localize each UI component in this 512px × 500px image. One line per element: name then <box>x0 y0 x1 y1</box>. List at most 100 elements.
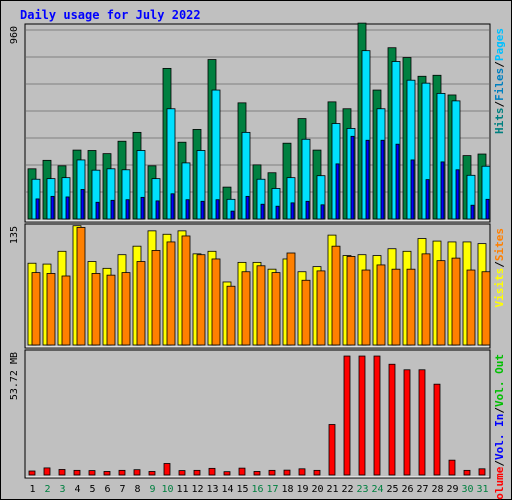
bar-pages-27 <box>425 179 430 220</box>
panel-frame-volume <box>24 349 491 479</box>
bar-pages-11 <box>185 199 190 220</box>
bar-sites-25 <box>391 268 401 346</box>
bar-pages-1 <box>35 198 40 220</box>
bar-pages-29 <box>455 169 460 220</box>
bar-sites-15 <box>241 271 251 346</box>
x-tick-label: 9 <box>149 484 155 495</box>
x-tick-label: 17 <box>266 484 278 495</box>
bar-sites-22 <box>346 256 356 346</box>
bar-volume-31 <box>478 468 486 476</box>
bar-volume-18 <box>283 469 291 476</box>
legend-entry: / <box>493 407 506 414</box>
bar-sites-17 <box>271 272 281 346</box>
bar-pages-31 <box>485 198 490 220</box>
x-tick-label: 1 <box>29 484 35 495</box>
bar-volume-15 <box>238 467 246 476</box>
bar-sites-20 <box>316 270 326 346</box>
x-tick-label: 3 <box>59 484 65 495</box>
x-tick-label: 20 <box>311 484 323 495</box>
bar-pages-3 <box>65 196 70 220</box>
bar-sites-24 <box>376 264 386 346</box>
bar-pages-25 <box>395 143 400 220</box>
x-tick-label: 30 <box>461 484 473 495</box>
bar-sites-29 <box>451 257 461 346</box>
x-tick-label: 6 <box>104 484 110 495</box>
legend-entry: Vol. In <box>493 414 506 460</box>
bar-pages-7 <box>125 199 130 220</box>
bar-volume-24 <box>373 355 381 476</box>
bar-pages-10 <box>170 193 175 220</box>
bar-pages-8 <box>140 196 145 220</box>
bar-sites-18 <box>286 252 296 346</box>
bar-pages-28 <box>440 161 445 220</box>
bar-sites-23 <box>361 269 371 346</box>
bar-sites-31 <box>481 271 491 346</box>
x-tick-label: 29 <box>446 484 458 495</box>
legend-entry: / <box>493 101 506 108</box>
x-tick-label: 27 <box>416 484 428 495</box>
bar-pages-22 <box>350 135 355 220</box>
bar-volume-22 <box>343 355 351 476</box>
ymax-label-volume: 53.72 MB <box>9 352 20 400</box>
bar-pages-6 <box>110 199 115 220</box>
bar-sites-12 <box>196 254 206 346</box>
bar-sites-8 <box>136 261 146 346</box>
legend-entry: Sites <box>493 228 506 261</box>
x-tick-label: 24 <box>371 484 383 495</box>
bar-sites-30 <box>466 269 476 346</box>
bar-sites-11 <box>181 235 191 346</box>
bar-pages-14 <box>230 210 235 220</box>
x-tick-label: 25 <box>386 484 398 495</box>
bar-sites-6 <box>106 274 116 346</box>
side-legend-hits_files_pages: Hits/Files/Pages <box>493 28 506 134</box>
bar-volume-17 <box>268 469 276 476</box>
bar-pages-26 <box>410 159 415 220</box>
x-tick-label: 10 <box>161 484 173 495</box>
bar-volume-11 <box>178 470 186 476</box>
bar-pages-16 <box>260 203 265 220</box>
bar-volume-29 <box>448 459 456 476</box>
x-tick-label: 12 <box>191 484 203 495</box>
bar-volume-3 <box>58 469 66 476</box>
bar-pages-24 <box>380 139 385 220</box>
bar-volume-19 <box>298 468 306 476</box>
bar-volume-27 <box>418 369 426 476</box>
x-tick-label: 31 <box>476 484 488 495</box>
x-tick-label: 2 <box>44 484 50 495</box>
bar-sites-14 <box>226 285 236 346</box>
bar-volume-16 <box>253 471 261 476</box>
bar-sites-21 <box>331 245 341 346</box>
bar-pages-18 <box>290 202 295 220</box>
bar-pages-2 <box>50 195 55 220</box>
x-tick-label: 26 <box>401 484 413 495</box>
side-legend-volume: Volume/Vol. In/Vol. Out <box>493 354 506 500</box>
bar-volume-23 <box>358 355 366 476</box>
x-tick-label: 7 <box>119 484 125 495</box>
bar-pages-9 <box>155 200 160 220</box>
bar-volume-2 <box>43 467 51 476</box>
x-tick-label: 23 <box>356 484 368 495</box>
bar-pages-5 <box>95 201 100 220</box>
ymax-label-hits_files_pages: 960 <box>9 26 20 44</box>
bar-pages-4 <box>80 189 85 220</box>
bar-volume-25 <box>388 363 396 476</box>
bar-pages-15 <box>245 195 250 220</box>
x-tick-label: 14 <box>221 484 233 495</box>
bar-sites-7 <box>121 272 131 346</box>
bar-volume-4 <box>73 469 81 476</box>
bar-pages-13 <box>215 199 220 220</box>
bar-volume-13 <box>208 467 216 476</box>
bar-volume-7 <box>118 469 126 476</box>
x-tick-label: 19 <box>296 484 308 495</box>
x-tick-label: 15 <box>236 484 248 495</box>
bar-pages-30 <box>470 204 475 220</box>
ymax-label-visits_sites: 135 <box>9 226 20 244</box>
legend-entry: / <box>493 261 506 268</box>
legend-entry: Vol. Out <box>493 354 506 407</box>
bar-volume-26 <box>403 369 411 476</box>
legend-entry: Visits <box>493 268 506 308</box>
bar-pages-23 <box>365 139 370 220</box>
chart-title: Daily usage for July 2022 <box>20 8 201 22</box>
legend-entry: Pages <box>493 28 506 61</box>
